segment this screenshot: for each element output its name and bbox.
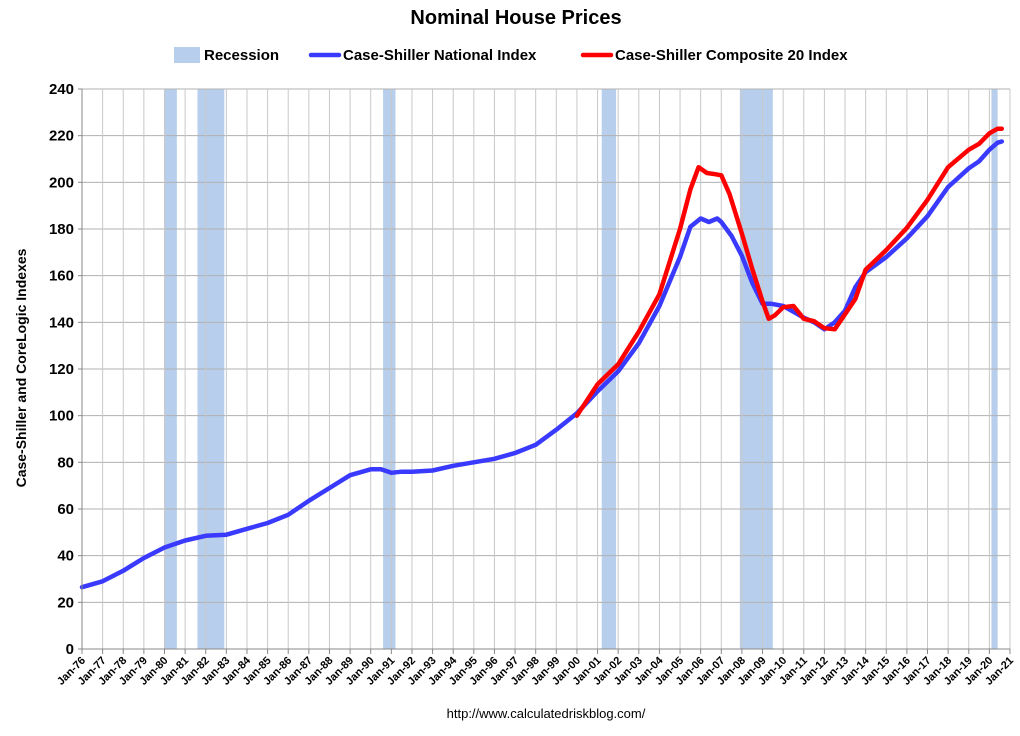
y-tick-label-1: 20 — [57, 594, 74, 611]
legend-label-0: Recession — [204, 47, 279, 64]
y-tick-label-5: 100 — [49, 408, 74, 425]
y-axis-label: Case-Shiller and CoreLogic Indexes — [13, 248, 29, 487]
axes — [78, 88, 1011, 654]
y-tick-label-10: 200 — [49, 174, 74, 191]
x-tick-labels: Jan-76Jan-77Jan-78Jan-79Jan-80Jan-81Jan-… — [55, 654, 1016, 688]
legend-swatch-recession — [174, 47, 200, 63]
y-tick-labels: 0 20 40 60 80 100 120 140 160 180 200 220 240 — [49, 81, 74, 658]
y-tick-label-6: 120 — [49, 361, 74, 378]
y-tick-label-4: 80 — [57, 454, 74, 471]
y-tick-label-2: 40 — [57, 548, 74, 565]
chart-title: Nominal House Prices — [410, 7, 621, 29]
series-lines — [79, 126, 1005, 590]
y-tick-label-9: 180 — [49, 221, 74, 238]
y-tick-label-7: 140 — [49, 314, 74, 331]
series-line-1 — [574, 126, 1005, 418]
legend-label-2: Case-Shiller Composite 20 Index — [615, 47, 848, 64]
y-tick-label-0: 0 — [66, 641, 74, 658]
legend: Recession Case-Shiller National Index Case… — [174, 47, 848, 64]
series-line-0 — [79, 139, 1005, 590]
y-tick-label-8: 160 — [49, 268, 74, 285]
y-tick-label-3: 60 — [57, 501, 74, 518]
y-tick-label-11: 220 — [49, 128, 74, 145]
gridlines — [82, 88, 1011, 649]
y-tick-label-12: 240 — [49, 81, 74, 98]
legend-label-1: Case-Shiller National Index — [343, 47, 537, 64]
source-url: http://www.calculatedriskblog.com/ — [447, 706, 646, 721]
